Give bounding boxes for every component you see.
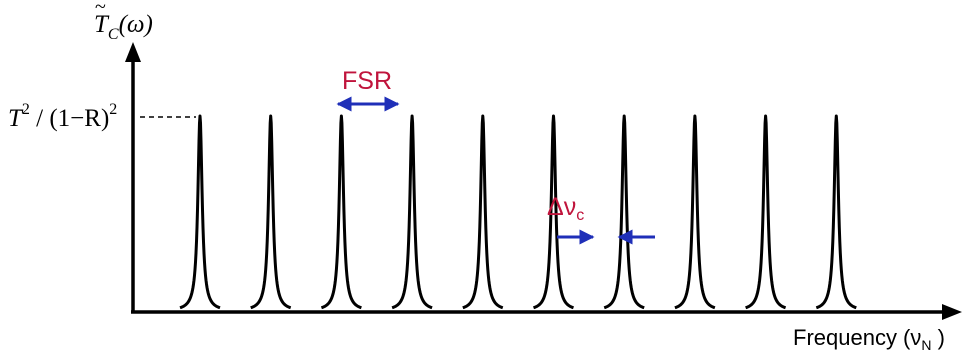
y-axis-label-subscript: C [108, 26, 119, 43]
y-axis-arrowhead [125, 42, 141, 62]
linewidth-annotation: Δνc [547, 193, 655, 245]
transmission-peak [603, 114, 646, 310]
x-axis-label: Frequency (νN ) [793, 325, 945, 353]
transmission-peak [249, 114, 292, 310]
y-axis-label: TC(ω) ~ [94, 0, 153, 43]
transmission-peak [744, 114, 787, 310]
peak-level-label-exp1: 2 [22, 101, 30, 118]
transmission-peak [815, 114, 858, 310]
peak-level-label-t: T [8, 105, 24, 132]
linewidth-label: Δνc [547, 193, 584, 224]
peak-level-label: T2 / (1−R)2 [8, 101, 117, 132]
transmission-peak [461, 114, 504, 310]
x-axis-label-subscript: N [921, 337, 931, 353]
linewidth-label-main: Δν [547, 193, 576, 221]
x-axis-label-prefix: Frequency (ν [793, 325, 921, 350]
transmission-peak [320, 114, 363, 310]
peak-level-label-mid: / (1−R) [30, 105, 109, 132]
y-axis-label-arg: (ω) [119, 11, 153, 38]
transmission-peak [179, 114, 221, 310]
transmission-peak [673, 114, 716, 310]
peak-level-label-exp2: 2 [109, 101, 117, 118]
svg-text:TC(ω): TC(ω) [94, 11, 153, 43]
y-axis-label-main: T [94, 11, 110, 38]
x-axis-arrowhead [942, 304, 962, 320]
x-axis-label-suffix: ) [932, 325, 945, 350]
linewidth-label-subscript: c [576, 207, 584, 224]
transmission-peaks [179, 114, 858, 310]
transmission-peak [532, 114, 575, 310]
tilde-mark: ~ [95, 0, 106, 18]
fsr-annotation: FSR [336, 67, 400, 112]
transmission-peak [391, 114, 434, 310]
fsr-label: FSR [342, 67, 392, 95]
axes [125, 42, 962, 320]
